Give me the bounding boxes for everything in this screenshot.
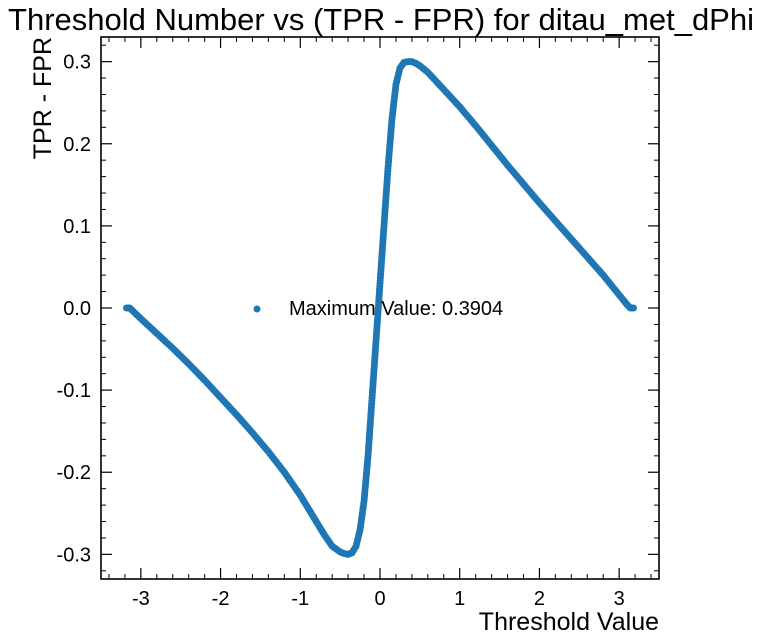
data-point xyxy=(629,304,637,312)
x-tick-label: 2 xyxy=(534,588,545,610)
legend-label: Maximum Value: 0.3904 xyxy=(289,298,503,320)
x-tick-label: 1 xyxy=(454,588,465,610)
y-tick-label: -0.3 xyxy=(57,544,91,566)
data-points xyxy=(123,58,637,558)
x-axis-label: Threshold Value xyxy=(479,608,659,636)
y-tick-label: 0.0 xyxy=(63,298,91,320)
x-tick-labels: -3 -2 -1 0 1 2 3 xyxy=(132,588,625,610)
y-tick-label: 0.2 xyxy=(63,134,91,156)
legend: Maximum Value: 0.3904 xyxy=(253,298,503,320)
x-tick-label: -2 xyxy=(212,588,230,610)
x-tick-label: 3 xyxy=(614,588,625,610)
x-tick-label: -3 xyxy=(132,588,150,610)
chart-title: Threshold Number vs (TPR - FPR) for dita… xyxy=(8,2,754,37)
y-tick-label: -0.1 xyxy=(57,380,91,402)
axis-ticks xyxy=(101,37,659,579)
y-tick-label: -0.2 xyxy=(57,462,91,484)
legend-marker xyxy=(253,305,261,313)
x-tick-label: -1 xyxy=(291,588,309,610)
y-axis-label: TPR - FPR xyxy=(29,37,57,159)
y-tick-label: 0.3 xyxy=(63,52,91,74)
y-tick-label: 0.1 xyxy=(63,216,91,238)
y-tick-labels: -0.3 -0.2 -0.1 0.0 0.1 0.2 0.3 xyxy=(57,52,91,567)
x-tick-label: 0 xyxy=(374,588,385,610)
